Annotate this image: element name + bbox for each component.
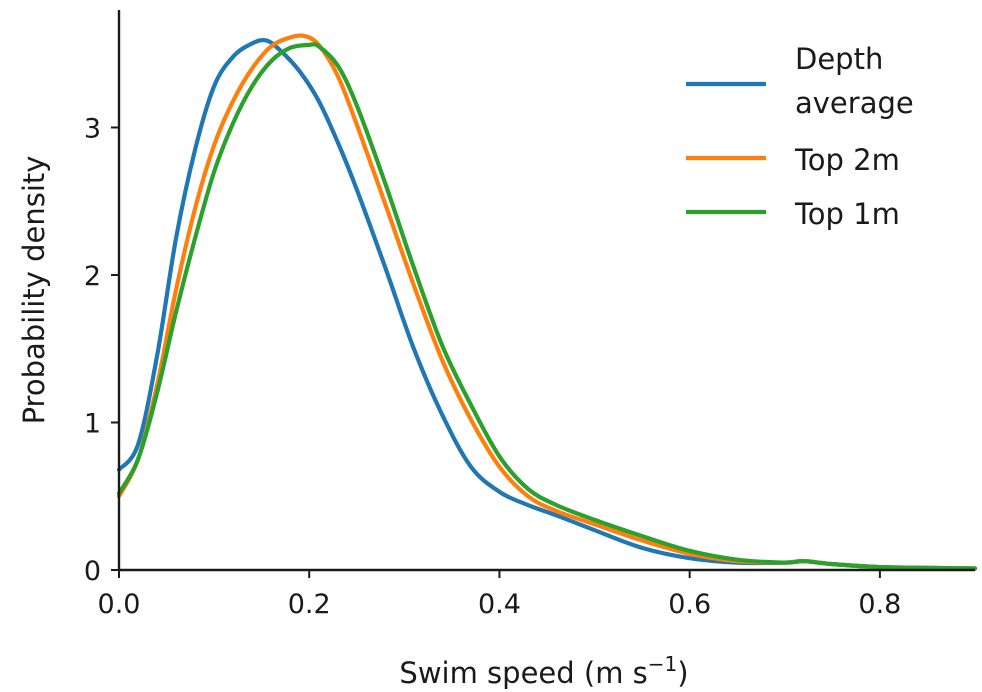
y-ticks: 0 1 2 3 bbox=[84, 114, 119, 587]
x-axis-label-superscript: −1 bbox=[648, 652, 677, 676]
y-axis-label: Probability density bbox=[17, 156, 51, 425]
x-axis-label-suffix: ) bbox=[677, 656, 688, 690]
legend-label: Top 1m bbox=[794, 197, 900, 231]
x-tick-label: 0.4 bbox=[478, 589, 521, 620]
x-tick-label: 0.8 bbox=[858, 589, 901, 620]
series-line-3 bbox=[116, 42, 978, 571]
y-tick-label: 3 bbox=[84, 114, 101, 145]
series-lines bbox=[116, 33, 978, 571]
legend: Depth average Top 2m Top 1m bbox=[686, 42, 914, 231]
x-tick-label: 0.0 bbox=[98, 589, 141, 620]
x-tick-label: 0.2 bbox=[288, 589, 331, 620]
x-ticks: 0.0 0.2 0.4 0.6 0.8 bbox=[98, 570, 901, 620]
y-tick-label: 0 bbox=[84, 556, 101, 587]
x-tick-label: 0.6 bbox=[668, 589, 711, 620]
legend-label: average bbox=[795, 86, 914, 120]
x-axis-label-main: Swim speed (m s bbox=[399, 656, 647, 690]
legend-label: Depth bbox=[795, 42, 883, 76]
y-tick-label: 1 bbox=[84, 409, 101, 440]
legend-label: Top 2m bbox=[794, 143, 900, 177]
y-tick-label: 2 bbox=[84, 261, 101, 292]
x-axis-label: Swim speed (m s−1) bbox=[399, 652, 688, 690]
